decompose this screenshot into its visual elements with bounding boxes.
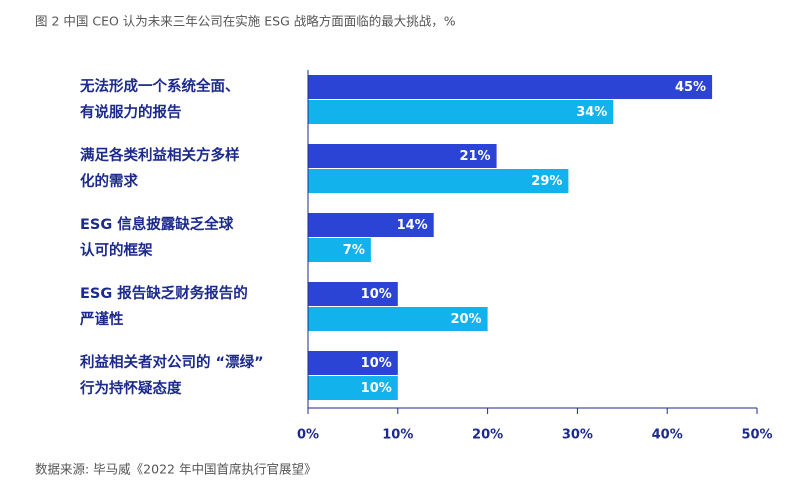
category-label-box: 利益相关者对公司的 “漂绿” 行为持怀疑态度 [80,355,264,397]
x-tick-label: 0% [297,428,319,443]
value-label: 10% [361,287,392,302]
value-label: 14% [397,218,428,233]
bar [308,75,713,99]
bar [308,169,569,193]
category-label: 无法形成一个系统全面、 有说服力的报告 [80,79,240,121]
value-label: 20% [450,312,481,327]
category-label: 利益相关者对公司的 “漂绿” 行为持怀疑态度 [80,355,264,397]
value-label: 10% [361,356,392,371]
category-label-box: 满足各类利益相关方多样 化的需求 [80,148,240,190]
category-label: 满足各类利益相关方多样 化的需求 [80,148,240,190]
bar [308,100,614,124]
value-label: 34% [576,105,607,120]
category-label-box: ESG 报告缺乏财务报告的 严谨性 [80,286,248,328]
category-label-box: ESG 信息披露缺乏全球 认可的框架 [80,217,234,259]
bar [308,238,371,262]
x-tick-label: 30% [562,428,593,443]
value-label: 10% [361,381,392,396]
value-label: 29% [531,174,562,189]
value-label: 21% [459,149,490,164]
chart-title: 图 2 中国 CEO 认为未来三年公司在实施 ESG 战略方面面临的最大挑战，% [35,14,456,29]
source-note: 数据来源: 毕马威《2022 年中国首席执行官展望》 [35,462,316,477]
value-label: 7% [343,243,365,258]
x-tick-label: 10% [382,428,413,443]
value-label: 45% [675,80,706,95]
x-tick-label: 20% [472,428,503,443]
bar [308,144,497,168]
category-label-box: 无法形成一个系统全面、 有说服力的报告 [80,79,240,121]
bar [308,307,488,331]
bar [308,376,398,400]
bar [308,282,398,306]
category-label: ESG 报告缺乏财务报告的 严谨性 [80,286,248,328]
bar [308,351,398,375]
bar [308,213,434,237]
x-tick-label: 40% [652,428,683,443]
x-tick-label: 50% [741,428,772,443]
category-label: ESG 信息披露缺乏全球 认可的框架 [80,217,234,259]
